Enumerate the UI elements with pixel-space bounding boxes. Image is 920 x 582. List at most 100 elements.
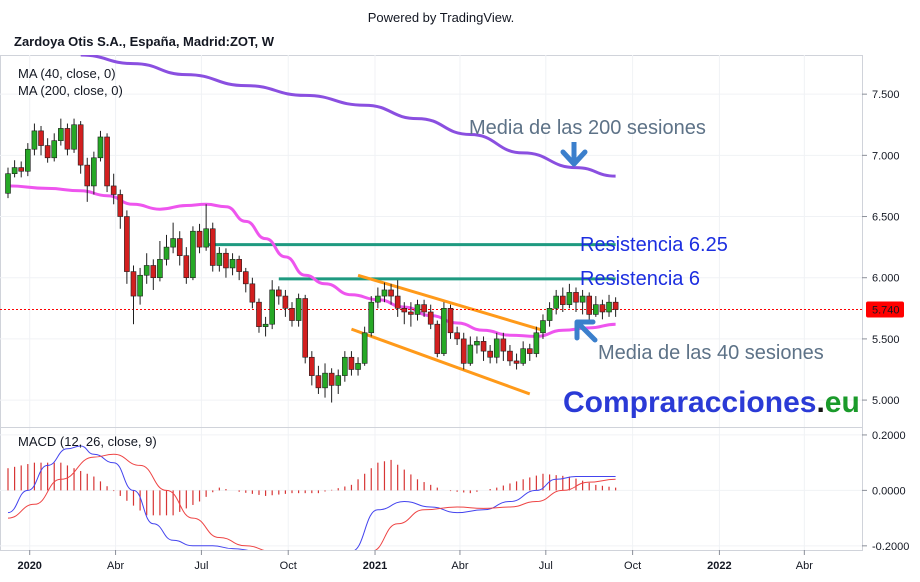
- candle-body: [566, 292, 573, 305]
- candle: [553, 289, 559, 315]
- candle: [137, 267, 143, 305]
- candle-body: [71, 124, 77, 150]
- time-tick-label: Abr: [451, 560, 468, 572]
- candle: [447, 304, 454, 339]
- current-price-tag: 5.740: [866, 301, 904, 318]
- candle-body: [612, 301, 619, 310]
- arrow-up-left-icon: [574, 319, 598, 343]
- candle: [216, 247, 223, 272]
- candle-body: [487, 350, 493, 358]
- candle-body: [262, 323, 269, 327]
- candle: [309, 351, 315, 386]
- candle: [223, 248, 229, 278]
- candle-body: [348, 356, 355, 370]
- candle-body: [315, 375, 322, 389]
- price-tick-label: 6.500: [872, 212, 900, 224]
- candle-body: [163, 246, 170, 260]
- candle-body: [137, 274, 143, 297]
- candle: [38, 125, 44, 156]
- candle: [566, 283, 573, 309]
- candle: [421, 299, 427, 317]
- candle-body: [460, 338, 467, 364]
- candle: [573, 287, 579, 312]
- candle-body: [553, 295, 559, 309]
- candle-body: [342, 356, 348, 376]
- candle: [117, 189, 124, 229]
- candle: [612, 297, 619, 317]
- candle-body: [540, 320, 546, 334]
- candle: [480, 336, 487, 361]
- candle: [460, 332, 467, 370]
- candle-body: [143, 265, 150, 276]
- price-tick-label: 5.000: [872, 395, 900, 407]
- main-grid: [0, 55, 862, 427]
- candle: [150, 259, 157, 290]
- candle: [242, 267, 249, 293]
- candle: [97, 130, 104, 162]
- candle: [427, 304, 434, 330]
- candle-body: [586, 295, 593, 315]
- candle-body: [104, 136, 110, 187]
- candle-body: [236, 259, 242, 272]
- candle-body: [130, 271, 137, 297]
- candle-body: [593, 304, 599, 315]
- candle-body: [275, 289, 282, 297]
- candle: [183, 247, 190, 284]
- candle-body: [480, 341, 487, 352]
- candle-body: [368, 301, 375, 334]
- candle-body: [44, 145, 51, 159]
- candle: [209, 222, 216, 272]
- time-tick-label: Oct: [280, 560, 297, 572]
- candle: [401, 302, 408, 325]
- macd-axis[interactable]: 0.2000 0.0000 -0.2000: [862, 430, 909, 553]
- candle: [203, 204, 209, 251]
- candle: [143, 253, 150, 284]
- candle: [77, 121, 84, 174]
- candle: [282, 289, 289, 317]
- candle-body: [328, 372, 335, 386]
- powered-by[interactable]: Powered by TradingView.: [368, 10, 514, 25]
- candle-body: [513, 360, 520, 364]
- macd-pane-frame: [0, 427, 863, 551]
- candle: [408, 302, 414, 327]
- candle-body: [507, 350, 513, 362]
- candle-body: [196, 230, 203, 248]
- candle: [91, 151, 97, 195]
- candle-body: [157, 259, 163, 279]
- candle-body: [401, 308, 408, 313]
- candle: [249, 277, 256, 309]
- candles: [5, 118, 619, 403]
- candle-body: [170, 238, 176, 248]
- candle-body: [209, 228, 216, 266]
- channel-line: [350, 327, 531, 396]
- legend-macd[interactable]: MACD (12, 26, close, 9): [18, 434, 157, 449]
- candle: [31, 123, 38, 156]
- annotation-resistance-625: Resistencia 6.25: [580, 234, 728, 256]
- candle-body: [493, 338, 500, 358]
- current-price-label: 5.740: [872, 305, 900, 317]
- candle-body: [335, 375, 342, 386]
- candle-body: [421, 304, 427, 313]
- candle-body: [546, 308, 553, 321]
- candle: [526, 343, 533, 361]
- price-axis[interactable]: 7.500 7.000 6.500 6.000 5.500 5.000: [862, 89, 900, 407]
- candle: [275, 286, 282, 305]
- candle: [493, 332, 500, 364]
- candle-body: [11, 167, 18, 174]
- candle-body: [31, 130, 38, 150]
- brand-logo: Compraracciones.eu: [563, 386, 860, 419]
- candle-body: [408, 311, 414, 315]
- candle-body: [183, 255, 190, 279]
- time-tick-label: Abr: [796, 560, 813, 572]
- candle-body: [242, 271, 249, 285]
- candle-body: [77, 124, 84, 166]
- candle: [500, 332, 507, 361]
- candle-body: [454, 332, 460, 340]
- time-axis[interactable]: 2020 Abr Jul Oct 2021 Abr Jul Oct 2022 Abr: [17, 550, 813, 572]
- candle: [190, 226, 196, 281]
- candle: [124, 210, 130, 284]
- candle-body: [249, 283, 256, 303]
- legend-ma40[interactable]: MA (40, close, 0): [18, 66, 116, 81]
- candle: [289, 302, 295, 327]
- legend-ma200[interactable]: MA (200, close, 0): [18, 83, 123, 98]
